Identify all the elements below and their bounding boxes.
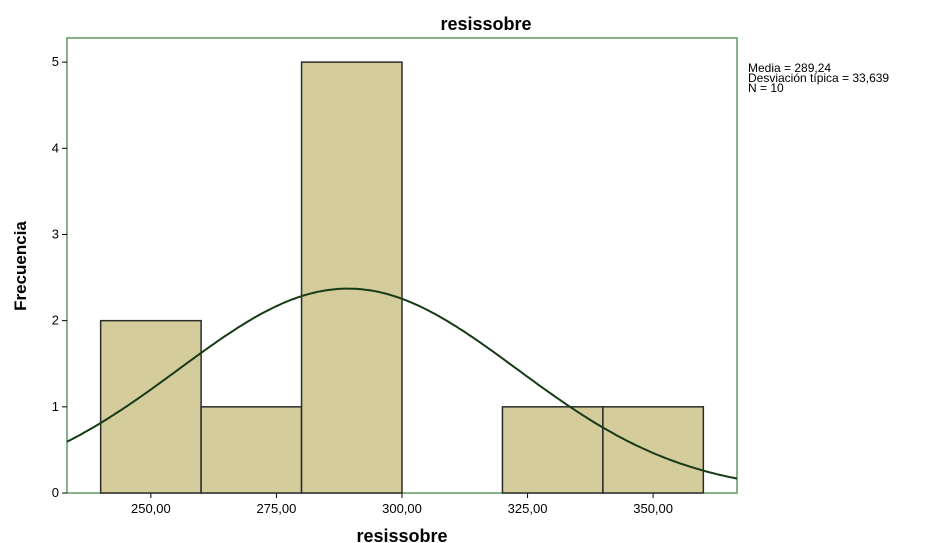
stat-label: Media = 289,24 [748,61,831,75]
stat-label: N = 10 [748,81,784,95]
bar [602,406,705,494]
normal-curve [66,287,738,480]
x-tick-label: 300,00 [382,501,422,516]
bar [300,61,403,494]
x-tick-label: 325,00 [508,501,548,516]
x-tick-label: 250,00 [131,501,171,516]
y-tick-label: 1 [52,399,59,414]
y-tick-label: 0 [52,485,59,500]
bar [200,406,303,494]
y-tick-label: 4 [52,140,59,155]
y-axis-label: Frecuencia [11,221,30,311]
bar [99,319,202,494]
bar [501,406,604,494]
x-axis-label: resissobre [356,526,447,543]
y-tick-label: 5 [52,54,59,69]
chart-title: resissobre [440,14,531,34]
stat-label: Desviación típica = 33,639 [748,71,889,85]
x-tick-label: 275,00 [257,501,297,516]
y-tick-label: 3 [52,226,59,241]
y-tick-label: 2 [52,313,59,328]
x-tick-label: 350,00 [633,501,673,516]
